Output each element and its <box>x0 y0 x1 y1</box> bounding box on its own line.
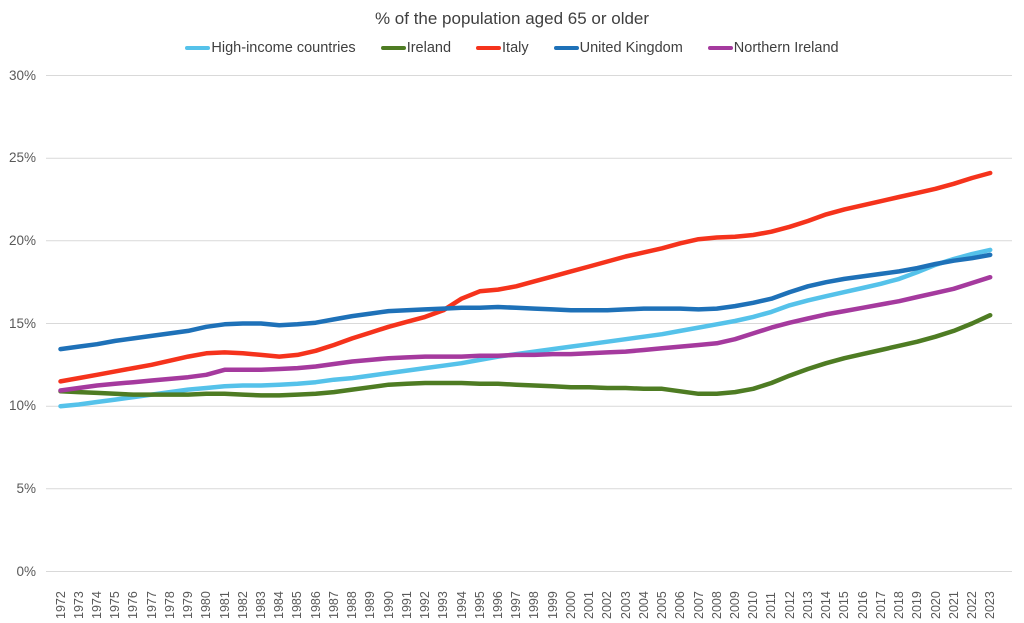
legend-line-swatch-icon <box>476 45 502 51</box>
legend-label: High-income countries <box>211 40 356 56</box>
series-line-italy <box>58 170 993 384</box>
legend-label: Italy <box>502 40 529 56</box>
legend-item-ireland: Ireland <box>380 40 452 56</box>
legend-label: United Kingdom <box>579 40 683 56</box>
series-line-northern-ireland <box>58 274 993 393</box>
chart-title: % of the population aged 65 or older <box>374 9 650 28</box>
legend-line-swatch-icon <box>380 45 406 51</box>
legend-line-swatch-icon <box>185 45 211 51</box>
legend-line-swatch-icon <box>707 45 733 51</box>
legend-label: Ireland <box>406 40 452 56</box>
series-line-united-kingdom <box>58 252 993 352</box>
legend-item-united-kingdom: United Kingdom <box>553 40 683 56</box>
legend-item-italy: Italy <box>476 40 529 56</box>
chart-legend: High-income countries Ireland Italy Unit… <box>0 40 1024 56</box>
legend-item-high-income-countries: High-income countries <box>185 40 356 56</box>
legend-line-swatch-icon <box>553 45 579 51</box>
legend-label: Northern Ireland <box>733 40 839 56</box>
series-line-ireland <box>58 312 993 398</box>
legend-item-northern-ireland: Northern Ireland <box>707 40 839 56</box>
